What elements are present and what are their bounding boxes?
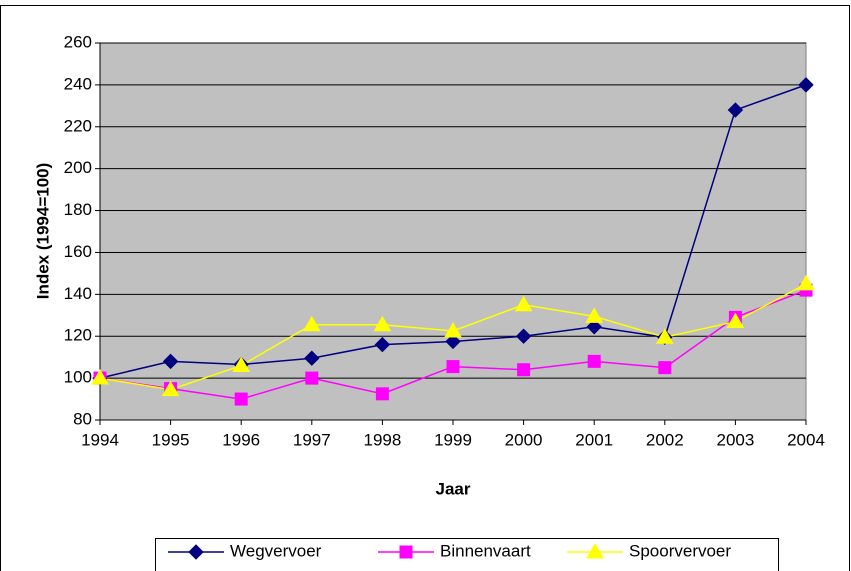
marker bbox=[302, 315, 321, 332]
x-tick-label: 1994 bbox=[81, 430, 119, 449]
marker bbox=[445, 333, 461, 350]
marker bbox=[727, 102, 744, 118]
x-tick-label: 2000 bbox=[505, 430, 543, 449]
legend bbox=[155, 538, 779, 571]
marker bbox=[304, 350, 320, 366]
legend-label: Wegvervoer bbox=[230, 541, 322, 560]
marker bbox=[444, 321, 462, 338]
y-tick-label: 80 bbox=[73, 409, 92, 428]
marker bbox=[726, 312, 745, 329]
x-tick-label: 1996 bbox=[222, 430, 260, 449]
legend-marker bbox=[399, 545, 413, 559]
x-tick-label: 2002 bbox=[646, 430, 684, 449]
marker bbox=[373, 315, 392, 332]
x-tick-label: 2004 bbox=[787, 430, 825, 449]
marker bbox=[517, 363, 531, 377]
marker bbox=[655, 328, 674, 344]
y-tick-label: 200 bbox=[64, 158, 92, 177]
marker bbox=[375, 387, 389, 401]
x-tick-label: 1998 bbox=[363, 430, 401, 449]
y-tick-label: 160 bbox=[64, 242, 92, 261]
legend-label: Spoorvervoer bbox=[629, 541, 731, 560]
x-tick-label: 2001 bbox=[575, 430, 613, 449]
marker bbox=[515, 328, 532, 344]
marker bbox=[162, 353, 179, 370]
x-axis-label: Jaar bbox=[436, 479, 471, 498]
marker bbox=[234, 392, 248, 406]
plot-area bbox=[99, 42, 807, 421]
marker bbox=[446, 360, 460, 374]
marker bbox=[514, 295, 533, 312]
y-tick-label: 180 bbox=[64, 200, 92, 219]
x-tick-label: 1995 bbox=[152, 430, 190, 449]
y-tick-label: 240 bbox=[64, 74, 92, 93]
marker bbox=[798, 77, 814, 93]
legend-marker bbox=[188, 544, 204, 560]
legend-label: Binnenvaart bbox=[440, 541, 531, 560]
x-tick-label: 1997 bbox=[293, 430, 331, 449]
marker bbox=[374, 336, 391, 353]
marker bbox=[91, 369, 109, 385]
y-tick-label: 120 bbox=[64, 326, 92, 345]
y-tick-label: 220 bbox=[64, 116, 92, 135]
y-axis-label: Index (1994=100) bbox=[33, 163, 52, 300]
x-tick-label: 1999 bbox=[434, 430, 472, 449]
marker bbox=[587, 354, 601, 368]
marker bbox=[161, 380, 180, 397]
marker bbox=[586, 319, 602, 335]
legend-marker bbox=[586, 542, 604, 559]
x-tick-label: 2003 bbox=[716, 430, 754, 449]
y-tick-label: 260 bbox=[64, 32, 92, 51]
marker bbox=[797, 274, 815, 291]
y-tick-label: 100 bbox=[64, 368, 92, 387]
y-tick-label: 140 bbox=[64, 284, 92, 303]
marker bbox=[585, 307, 604, 323]
marker bbox=[232, 356, 251, 373]
marker bbox=[305, 371, 319, 385]
marker bbox=[658, 361, 672, 375]
